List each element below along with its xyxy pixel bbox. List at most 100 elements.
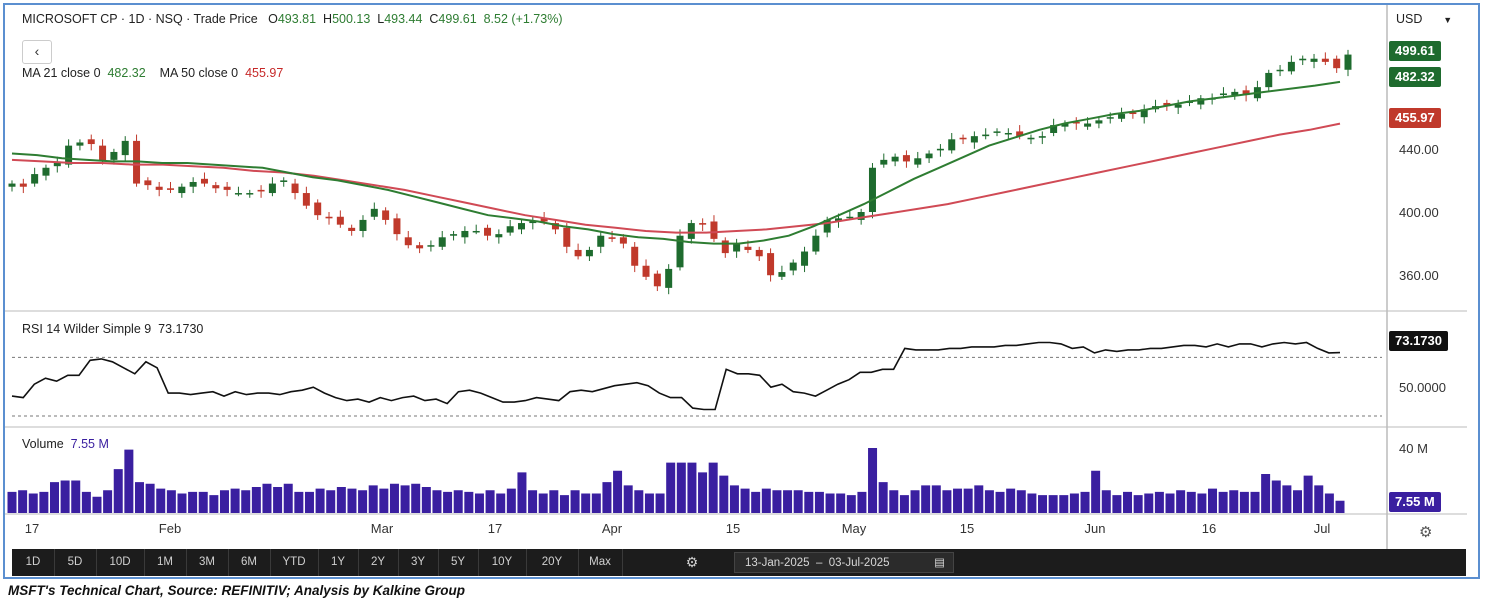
candle-body xyxy=(540,218,548,222)
volume-bar xyxy=(198,491,208,513)
volume-bar xyxy=(528,490,538,513)
volume-legend: Volume 7.55 M xyxy=(22,437,109,451)
high-label: H xyxy=(323,12,333,26)
x-tick-label: Jun xyxy=(1085,521,1106,536)
range-button-max[interactable]: Max xyxy=(578,549,623,576)
settings-gear-icon[interactable]: ⚙ xyxy=(1419,524,1433,541)
candle-body xyxy=(1276,69,1284,72)
candle-body xyxy=(1163,102,1171,107)
volume-bar xyxy=(145,483,155,513)
volume-bar xyxy=(570,490,580,513)
price-tick-label: 400.00 xyxy=(1399,205,1439,220)
chart-canvas[interactable]: 360.00 400.00 440.00 50.0000 40 M 17 Feb Mar 17 A… xyxy=(5,5,1475,550)
volume-bar xyxy=(1303,475,1313,513)
volume-bar xyxy=(1112,495,1122,513)
currency-selector[interactable]: USD ▼ xyxy=(1396,12,1452,26)
range-button-ytd[interactable]: YTD xyxy=(270,549,319,576)
candle-body xyxy=(1038,136,1046,138)
range-button-20y[interactable]: 20Y xyxy=(526,549,579,576)
back-button[interactable]: ‹ xyxy=(22,40,52,64)
high-value: 500.13 xyxy=(332,12,371,26)
candle-body xyxy=(835,218,843,222)
range-button-3y[interactable]: 3Y xyxy=(398,549,439,576)
candle-body xyxy=(31,174,39,184)
volume-bar xyxy=(623,485,633,513)
candle-body xyxy=(121,140,129,156)
candle-body xyxy=(948,139,956,151)
range-button-5y[interactable]: 5Y xyxy=(438,549,479,576)
chart-title: MICROSOFT CP · 1D · NSQ · Trade Price xyxy=(22,12,258,26)
range-button-10y[interactable]: 10Y xyxy=(478,549,527,576)
gear-icon[interactable]: ⚙ xyxy=(685,554,699,570)
volume-bar xyxy=(209,495,219,513)
candle-body xyxy=(8,183,16,187)
volume-bar xyxy=(719,475,729,513)
volume-bar xyxy=(134,482,144,513)
volume-bar xyxy=(485,490,495,513)
close-label: C xyxy=(429,12,439,26)
volume-bar xyxy=(899,495,909,513)
date-range-picker[interactable]: 13-Jan-2025 – 03-Jul-2025 ▤ xyxy=(734,552,954,573)
candle-body xyxy=(495,234,503,238)
candle-body xyxy=(1265,72,1273,88)
candle-body xyxy=(19,183,27,187)
volume-bar xyxy=(113,469,123,513)
candle-body xyxy=(1231,91,1239,96)
range-button-1d[interactable]: 1D xyxy=(12,549,55,576)
candle-body xyxy=(902,155,910,162)
candle-body xyxy=(1106,117,1114,119)
candle-body xyxy=(87,139,95,145)
volume-bar xyxy=(71,480,81,513)
candle-body xyxy=(517,223,525,230)
chart-title-line: MICROSOFT CP · 1D · NSQ · Trade Price O4… xyxy=(22,12,562,26)
volume-bar xyxy=(1208,488,1218,513)
volume-bar xyxy=(18,490,28,513)
ma21-label: MA 21 close 0 xyxy=(22,66,101,80)
volume-bar xyxy=(1016,490,1026,513)
candle-body xyxy=(1197,98,1205,105)
ma21-value: 482.32 xyxy=(107,66,146,80)
candle-body xyxy=(1004,132,1012,135)
candle-body xyxy=(857,212,865,220)
volume-bar xyxy=(613,470,623,513)
candle-body xyxy=(1333,58,1341,69)
range-button-5d[interactable]: 5D xyxy=(54,549,97,576)
volume-bar xyxy=(517,472,527,513)
x-tick-label: 17 xyxy=(488,521,502,536)
close-value: 499.61 xyxy=(438,12,477,26)
ma21-tag: 482.32 xyxy=(1389,67,1441,87)
volume-bar xyxy=(602,482,612,513)
volume-bar xyxy=(698,472,708,513)
candle-body xyxy=(99,145,107,162)
range-button-2y[interactable]: 2Y xyxy=(358,549,399,576)
caption: MSFT's Technical Chart, Source: REFINITI… xyxy=(8,583,466,598)
candle-body xyxy=(619,237,627,244)
volume-bar xyxy=(1324,493,1334,513)
candle-body xyxy=(1084,123,1092,127)
volume-bar xyxy=(1059,495,1069,513)
volume-bar xyxy=(634,490,644,513)
range-button-1m[interactable]: 1M xyxy=(144,549,187,576)
volume-bar xyxy=(687,462,697,513)
candle-body xyxy=(65,145,73,165)
volume-bar xyxy=(857,491,867,513)
change-value: 8.52 (+1.73%) xyxy=(483,12,563,26)
volume-bar xyxy=(963,488,973,513)
range-button-10d[interactable]: 10D xyxy=(96,549,145,576)
volume-bar xyxy=(708,462,718,513)
volume-bar xyxy=(1080,491,1090,513)
candle-body xyxy=(914,158,922,165)
range-button-3m[interactable]: 3M xyxy=(186,549,229,576)
volume-bar xyxy=(283,483,293,513)
candle-body xyxy=(506,226,514,233)
volume-bar xyxy=(1282,485,1292,513)
range-button-1y[interactable]: 1Y xyxy=(318,549,359,576)
volume-bar xyxy=(1038,495,1048,513)
volume-bar xyxy=(1218,491,1228,513)
x-tick-label: May xyxy=(842,521,867,536)
volume-bar xyxy=(92,496,102,513)
candle-body xyxy=(574,249,582,257)
volume-bar xyxy=(81,491,91,513)
range-button-6m[interactable]: 6M xyxy=(228,549,271,576)
candle-body xyxy=(189,181,197,187)
